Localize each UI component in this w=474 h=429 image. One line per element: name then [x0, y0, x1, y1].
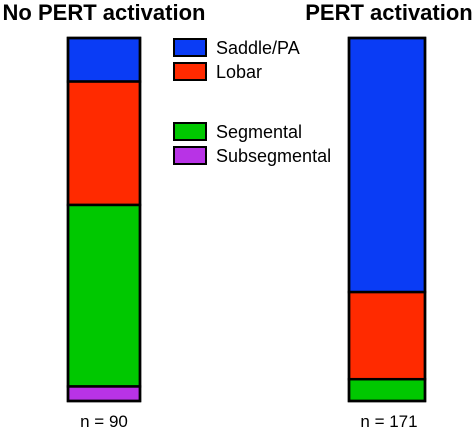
legend-swatch-lobar [173, 62, 207, 81]
legend-swatch-saddle-pa [173, 38, 207, 57]
legend-label-saddle-pa: Saddle/PA [216, 38, 300, 58]
legend-item-subsegmental: Subsegmental [173, 146, 331, 166]
legend-item-segmental: Segmental [173, 122, 302, 142]
legend-swatch-segmental [173, 122, 207, 141]
bar-outline [66, 36, 142, 403]
bar-title-no-pert: No PERT activation [3, 0, 206, 25]
bar-segment-lobar [66, 80, 142, 207]
bar-segment-segmental [66, 203, 142, 388]
legend-item-saddle-pa: Saddle/PA [173, 38, 300, 58]
bar-segment-saddle-pa [347, 36, 427, 294]
n-label-no-pert: n = 90 [80, 412, 128, 429]
legend-item-lobar: Lobar [173, 62, 262, 82]
bar-segment-lobar [347, 290, 427, 381]
legend-swatch-subsegmental [173, 146, 207, 165]
n-label-pert: n = 171 [360, 412, 417, 429]
legend-label-lobar: Lobar [216, 62, 262, 82]
legend-label-subsegmental: Subsegmental [216, 146, 331, 166]
bar-segment-segmental [347, 377, 427, 403]
bar-title-pert: PERT activation [305, 0, 472, 25]
bar-segment-subsegmental [66, 385, 142, 403]
bar-pert-activation [347, 36, 427, 403]
bar-no-pert-activation [66, 36, 142, 403]
bar-outline [347, 36, 427, 403]
legend-label-segmental: Segmental [216, 122, 302, 142]
legend: Saddle/PA Lobar Segmental Subsegmental [173, 38, 331, 166]
bar-segment-saddle-pa [66, 36, 142, 83]
